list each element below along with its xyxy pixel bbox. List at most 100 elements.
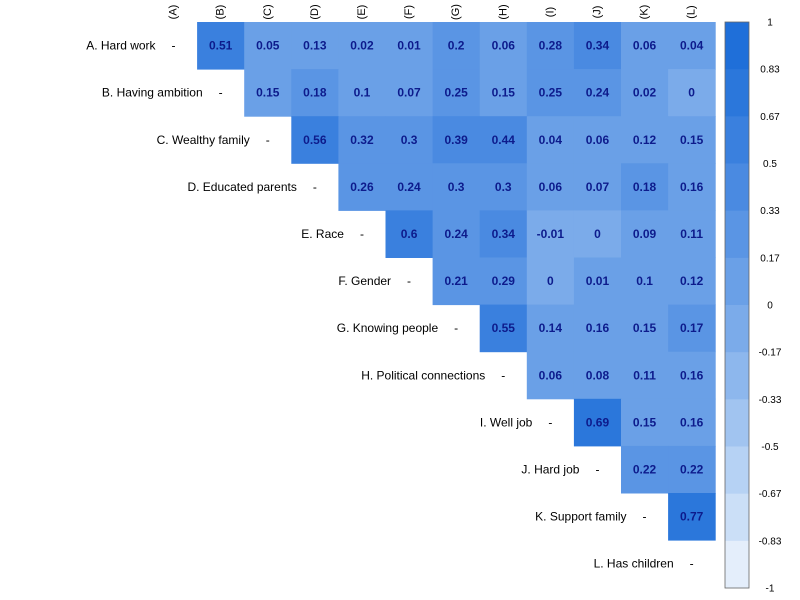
- column-label: (D): [309, 4, 321, 19]
- row-label: E. Race: [301, 227, 344, 241]
- cell-value: 0.17: [680, 321, 704, 335]
- legend-tick-label: -0.33: [759, 395, 782, 406]
- heatmap-cell: [479, 116, 528, 164]
- cell-value: 0.06: [586, 133, 610, 147]
- cell-value: 0.13: [303, 39, 327, 53]
- row-label: A. Hard work: [86, 39, 156, 53]
- legend-color-step: [725, 210, 749, 259]
- legend-tick-label: -0.67: [759, 489, 782, 500]
- heatmap-cell: [244, 22, 292, 70]
- heatmap-cell: [385, 22, 434, 70]
- legend-tick-label: -0.17: [759, 348, 782, 359]
- legend-color-step: [725, 493, 749, 542]
- legend-color-step: [725, 163, 749, 212]
- cell-value: 0.25: [539, 86, 563, 100]
- heatmap-cell: [385, 69, 434, 117]
- cell-value: 0.09: [633, 227, 657, 241]
- heatmap-cell: [621, 69, 669, 117]
- heatmap-cell: [338, 116, 386, 164]
- heatmap-cells: [197, 22, 716, 541]
- cell-value: 0.16: [586, 321, 610, 335]
- cell-value: 0.15: [680, 133, 704, 147]
- legend-tick-label: -0.5: [761, 442, 779, 453]
- heatmap-cell: [385, 116, 434, 164]
- heatmap-cell: [526, 304, 575, 353]
- cell-value: 0.28: [539, 39, 563, 53]
- diagonal-dash: -: [407, 274, 411, 288]
- cell-value: 0.1: [354, 86, 371, 100]
- cell-value: 0.18: [633, 180, 657, 194]
- heatmap-cell: [573, 163, 622, 211]
- diagonal-dash: -: [643, 510, 647, 524]
- cell-value: 0.02: [350, 39, 374, 53]
- cell-value: 0.3: [448, 180, 465, 194]
- heatmap-cell: [668, 163, 716, 211]
- heatmap-cell: [621, 351, 669, 400]
- cell-value: 0.3: [495, 180, 512, 194]
- row-label: J. Hard job: [521, 462, 579, 476]
- heatmap-cell: [338, 22, 386, 70]
- heatmap-cell: [573, 351, 622, 400]
- cell-value: 0.22: [633, 462, 657, 476]
- heatmap-cell: [479, 69, 528, 117]
- row-label: L. Has children: [594, 557, 674, 571]
- cell-value: 0.29: [492, 274, 516, 288]
- cell-value: 0.34: [586, 39, 610, 53]
- legend-color-step: [725, 540, 749, 589]
- row-labels: A. Hard work - B. Having ambition - C. Wealt…: [86, 39, 693, 571]
- column-label: (F): [403, 5, 415, 19]
- cell-value: 0.51: [209, 39, 233, 53]
- cell-value: 0.34: [492, 227, 516, 241]
- cell-value: 0.25: [444, 86, 468, 100]
- diagonal-dash: -: [219, 86, 223, 100]
- legend-color-step: [725, 257, 749, 306]
- cell-value: 0.12: [633, 133, 657, 147]
- heatmap-cell: [668, 445, 716, 494]
- cell-value-labels: 0.51 0.05 0.13 0.02 0.01 0.2 0.06 0.28 0.34 0.06 0…: [209, 39, 704, 524]
- heatmap-cell: [621, 22, 669, 70]
- diagonal-dash: -: [690, 557, 694, 571]
- heatmap-cell: [668, 398, 716, 447]
- cell-value: 0.24: [397, 180, 421, 194]
- cell-value: 0.12: [680, 274, 704, 288]
- column-label: (A): [168, 5, 180, 20]
- heatmap-cell: [621, 116, 669, 164]
- legend-tick-label: 0.5: [763, 159, 777, 170]
- column-label: (H): [497, 4, 509, 19]
- cell-value: -0.01: [537, 227, 565, 241]
- color-legend: 1 0.83 0.67 0.5 0.33 0.17 0 -0.17 -0.33 -0.5 -0.67…: [724, 18, 782, 595]
- heatmap-cell: [573, 257, 622, 306]
- diagonal-dash: -: [548, 415, 552, 429]
- row-label: H. Political connections: [361, 368, 485, 382]
- heatmap-cell: [432, 116, 481, 164]
- heatmap-cell: [668, 257, 716, 306]
- heatmap-cell: [668, 493, 716, 541]
- cell-value: 0.11: [633, 368, 656, 382]
- legend-color-step: [725, 305, 749, 353]
- heatmap-cell: [291, 69, 339, 117]
- legend-tick-label: 1: [767, 18, 773, 29]
- row-label: D. Educated parents: [187, 180, 296, 194]
- row-label: G. Knowing people: [337, 321, 439, 335]
- heatmap-cell: [432, 22, 481, 70]
- diagonal-dash: -: [501, 368, 505, 382]
- legend-tick-label: 0.33: [760, 206, 780, 217]
- cell-value: 0.22: [680, 462, 704, 476]
- heatmap-cell: [432, 210, 481, 258]
- cell-value: 0.15: [633, 415, 657, 429]
- cell-value: 0.55: [492, 321, 516, 335]
- heatmap-cell: [668, 22, 716, 70]
- heatmap-cell: [573, 304, 622, 353]
- row-label: I. Well job: [480, 415, 533, 429]
- heatmap-cell: [385, 163, 434, 211]
- column-labels: (A) (B) (C) (D) (E) (F) (G) (H) (I) (J) (K) (L): [168, 4, 698, 20]
- heatmap-cell: [291, 116, 339, 164]
- heatmap-cell: [244, 69, 292, 117]
- column-label: (C): [262, 4, 274, 19]
- cell-value: 0.04: [680, 39, 704, 53]
- cell-value: 0.08: [586, 368, 610, 382]
- heatmap-cell: [385, 210, 434, 258]
- legend-color-step: [725, 446, 749, 495]
- heatmap-cell: [479, 304, 528, 353]
